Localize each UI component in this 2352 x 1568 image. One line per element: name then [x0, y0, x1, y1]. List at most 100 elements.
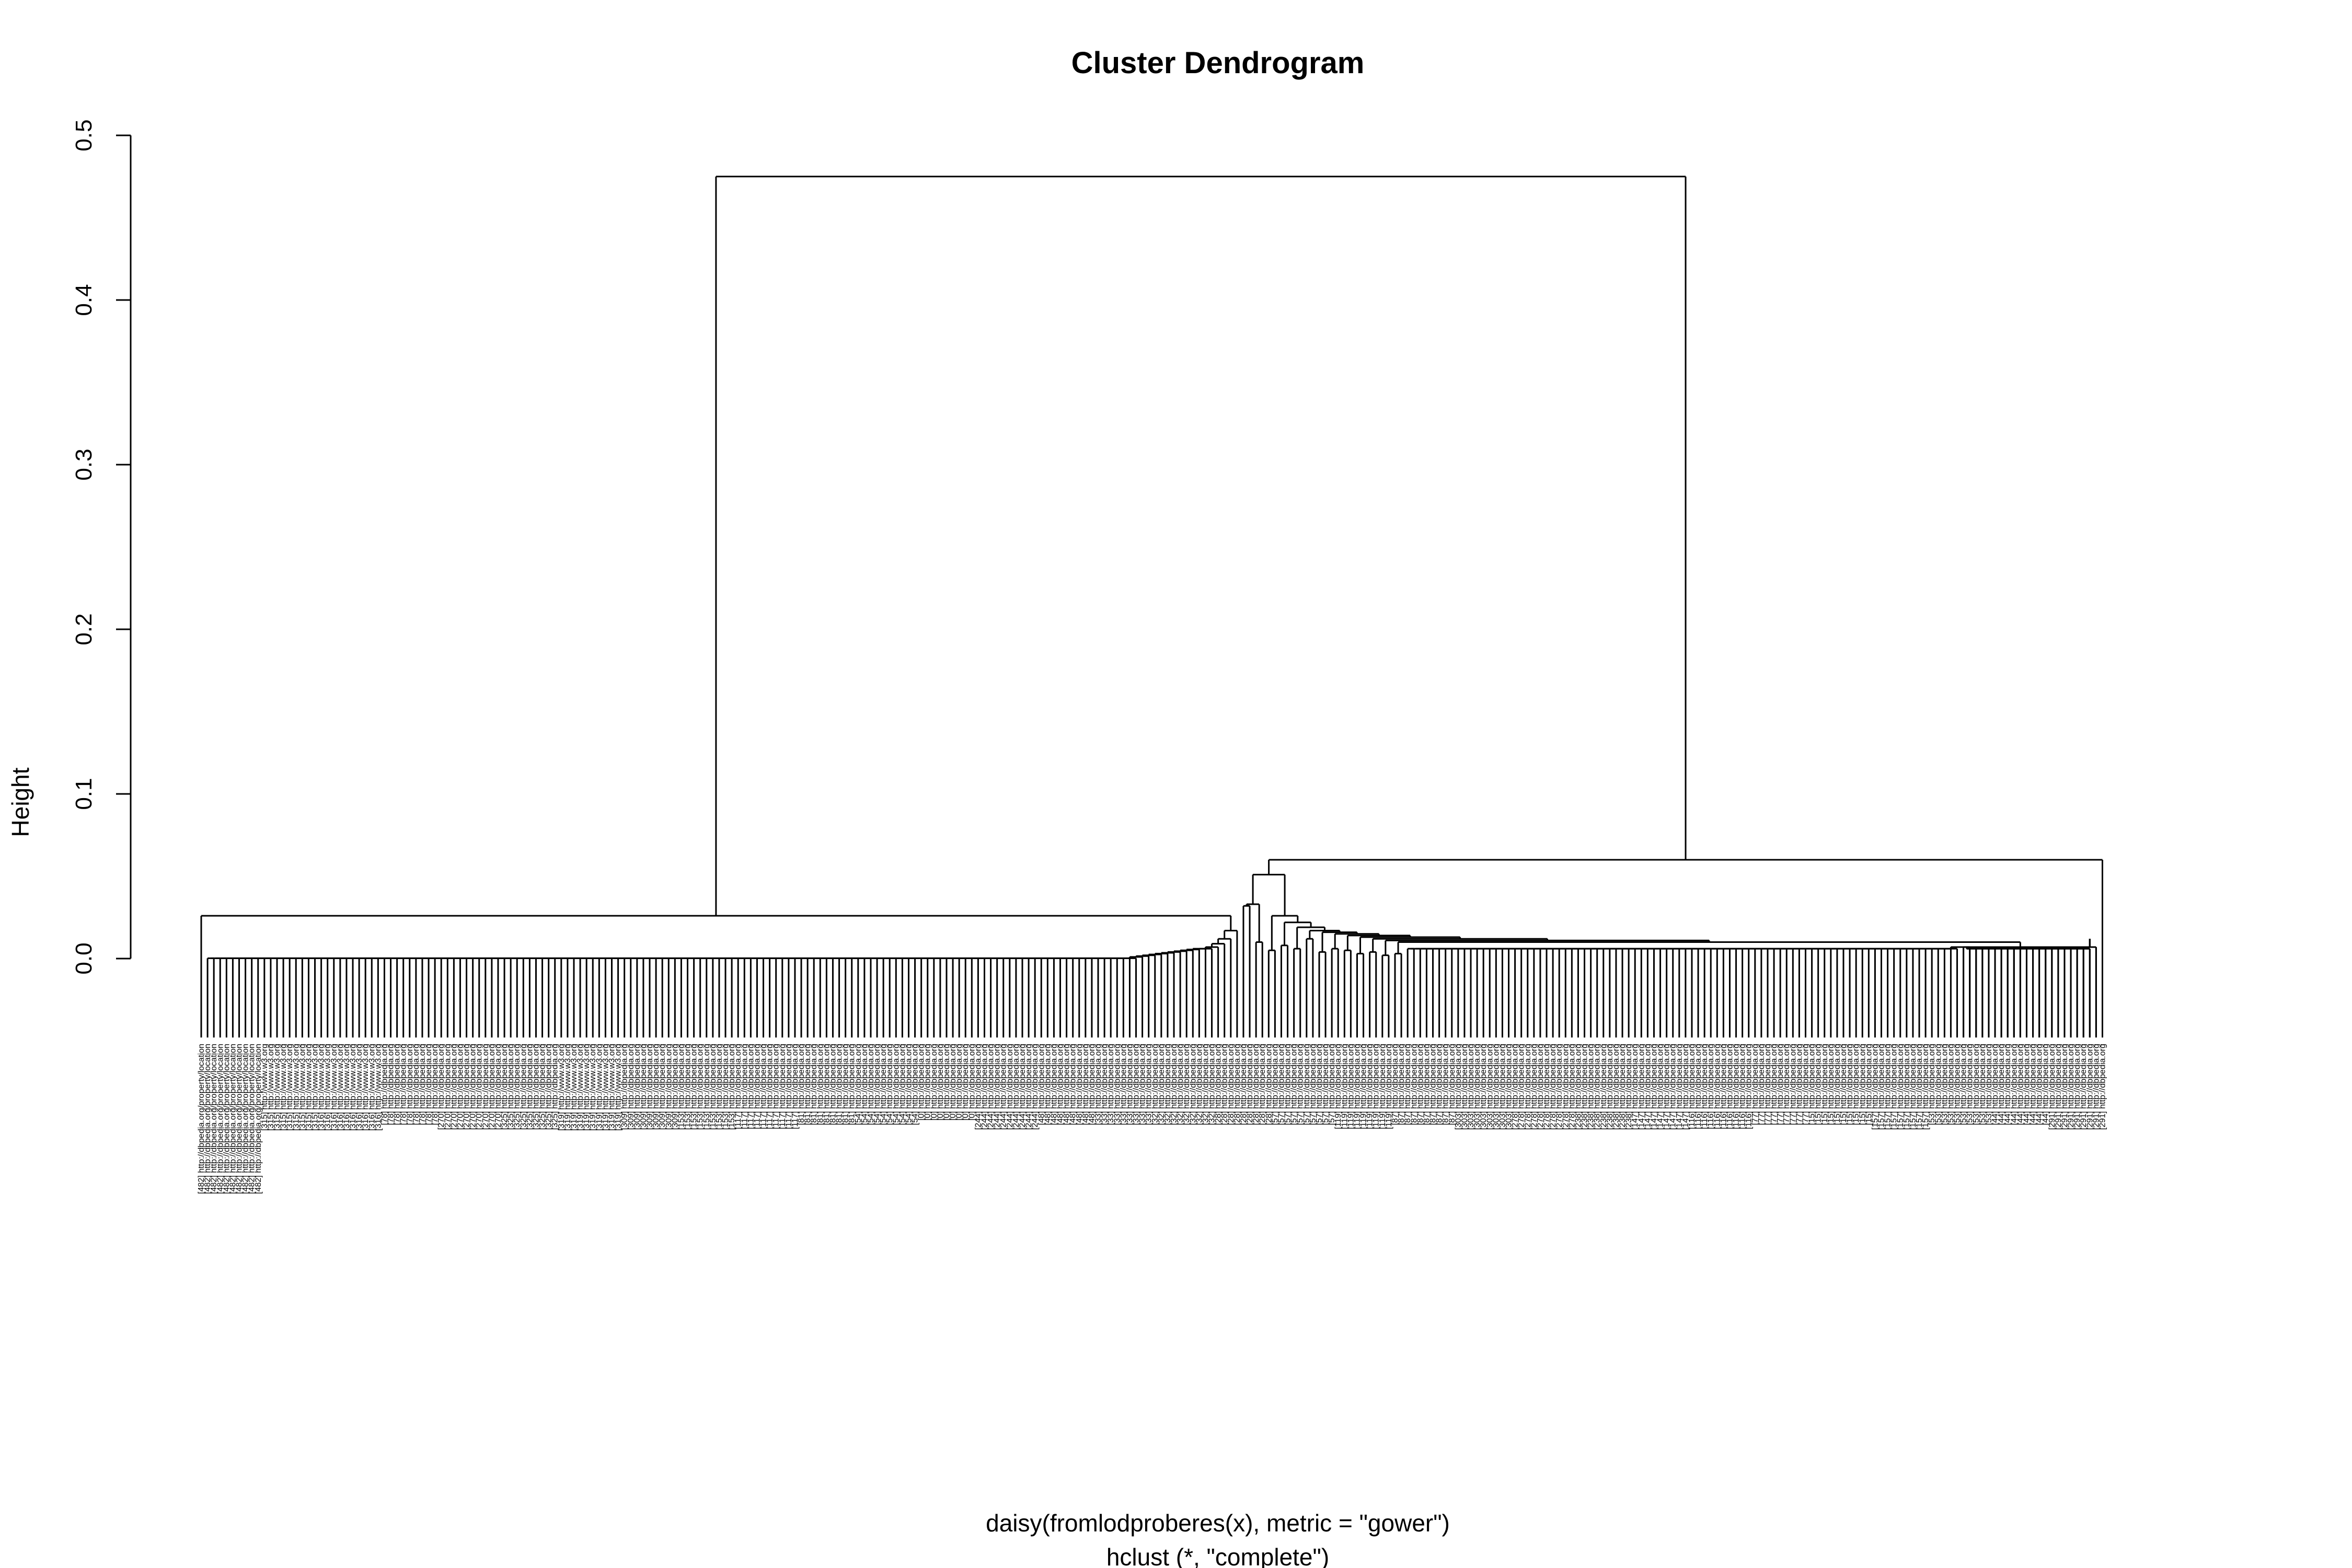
- leaf-label: [87] http://dbpedia.org: [1435, 1044, 1444, 1125]
- leaf-label: [270] http://dbpedia.org: [449, 1044, 458, 1130]
- leaf-label: [87] http://dbpedia.org: [1403, 1044, 1412, 1125]
- leaf-label: [147] http://dbpedia.org: [1637, 1044, 1646, 1130]
- leaf-label: [270] http://dbpedia.org: [481, 1044, 490, 1130]
- leaf-label: [57] http://dbpedia.org: [1290, 1044, 1299, 1125]
- leaf-label: [48] http://dbpedia.org: [1043, 1044, 1052, 1125]
- leaf-label: [87] http://dbpedia.org: [1416, 1044, 1425, 1125]
- leaf-label: [315] http://www.w3.org: [292, 1044, 301, 1131]
- leaf-label: [325] http://dbpedia.org: [500, 1044, 509, 1130]
- leaf-label: [32] http://dbpedia.org: [1157, 1044, 1166, 1125]
- leaf-label: [28] http://dbpedia.org: [1246, 1044, 1254, 1125]
- leaf-label: [57] http://dbpedia.org: [1309, 1044, 1318, 1125]
- leaf-label: [157] http://dbpedia.org: [1903, 1044, 1911, 1130]
- leaf-label: [319] http://www.w3.org: [601, 1044, 610, 1131]
- leaf-label: [309] http://dbpedia.org: [658, 1044, 667, 1130]
- leaf-label: [278] http://dbpedia.org: [1536, 1044, 1545, 1130]
- leaf-label: [57] http://dbpedia.org: [1277, 1044, 1286, 1125]
- leaf-label: [54] http://dbpedia.org: [854, 1044, 863, 1125]
- leaf-label: [278] http://dbpedia.org: [1511, 1044, 1520, 1130]
- leaf-label: [278] http://dbpedia.org: [1542, 1044, 1551, 1130]
- leaf-label: [116] http://dbpedia.org: [1719, 1044, 1728, 1129]
- leaf-label: [291] http://dbpedia.org: [2085, 1044, 2094, 1130]
- leaf-label: [54] http://dbpedia.org: [911, 1044, 920, 1125]
- y-tick-label: 0.5: [71, 119, 97, 151]
- leaf-label: [153] http://dbpedia.org: [715, 1044, 724, 1130]
- leaf-label: [119] http://dbpedia.org: [1334, 1044, 1343, 1129]
- leaf-label: [32] http://dbpedia.org: [1176, 1044, 1185, 1125]
- leaf-label: [116] http://dbpedia.org: [1688, 1044, 1697, 1129]
- leaf-label: [33] http://dbpedia.org: [1132, 1044, 1141, 1125]
- leaf-label: [147] http://dbpedia.org: [1643, 1044, 1652, 1130]
- leaf-label: [244] http://dbpedia.org: [980, 1044, 989, 1130]
- leaf-label: [117] http://dbpedia.org: [734, 1044, 743, 1129]
- y-tick-label: 0.0: [71, 942, 97, 974]
- leaf-label: [482] http://dbpedia.org/property/locati…: [222, 1044, 231, 1194]
- leaf-label: [57] http://dbpedia.org: [1315, 1044, 1324, 1125]
- leaf-label: [291] http://dbpedia.org: [2060, 1044, 2069, 1130]
- leaf-label: [77] http://dbpedia.org: [1763, 1044, 1772, 1125]
- y-tick-label: 0.4: [71, 284, 97, 316]
- leaf-label: [116] http://dbpedia.org: [1694, 1044, 1703, 1129]
- leaf-label: [238] http://dbpedia.org: [1593, 1044, 1602, 1130]
- leaf-label: [303] http://dbpedia.org: [1473, 1044, 1482, 1130]
- leaf-label: [28] http://dbpedia.org: [1227, 1044, 1236, 1125]
- leaf-label: [32] http://dbpedia.org: [1170, 1044, 1179, 1125]
- leaf-label: [28] http://dbpedia.org: [1239, 1044, 1248, 1125]
- leaf-label: [315] http://www.w3.org: [304, 1044, 313, 1131]
- leaf-label: [81] http://dbpedia.org: [835, 1044, 844, 1125]
- leaf-label: [77] http://dbpedia.org: [1776, 1044, 1785, 1125]
- leaf-label: [116] http://dbpedia.org: [1738, 1044, 1747, 1129]
- leaf-label: [15] http://dbpedia.org: [1833, 1044, 1842, 1125]
- leaf-label: [78] http://dbpedia.org: [418, 1044, 427, 1125]
- leaf-label: [48] http://dbpedia.org: [1063, 1044, 1071, 1125]
- leaf-label: [78] http://dbpedia.org: [412, 1044, 421, 1125]
- leaf-label: [244] http://dbpedia.org: [1012, 1044, 1021, 1130]
- leaf-label: [238] http://dbpedia.org: [1587, 1044, 1596, 1130]
- leaf-label: [117] http://dbpedia.org: [759, 1044, 768, 1129]
- leaf-label: [147] http://dbpedia.org: [1631, 1044, 1640, 1130]
- leaf-label: [15] http://dbpedia.org: [1852, 1044, 1861, 1125]
- leaf-label: [53] http://dbpedia.org: [1959, 1044, 1968, 1125]
- leaf-label: [238] http://dbpedia.org: [1581, 1044, 1589, 1130]
- leaf-label: [77] http://dbpedia.org: [1757, 1044, 1766, 1125]
- leaf-label: [315] http://www.w3.org: [267, 1044, 275, 1131]
- leaf-label: [319] http://www.w3.org: [589, 1044, 597, 1131]
- leaf-label: [53] http://dbpedia.org: [1978, 1044, 1987, 1125]
- leaf-label: [28] http://dbpedia.org: [1258, 1044, 1267, 1125]
- leaf-label: [153] http://dbpedia.org: [702, 1044, 711, 1130]
- leaf-label: [157] http://dbpedia.org: [1871, 1044, 1880, 1130]
- leaf-label: [48] http://dbpedia.org: [1075, 1044, 1084, 1125]
- leaf-label: [157] http://dbpedia.org: [1921, 1044, 1930, 1130]
- leaf-label: [482] http://dbpedia.org/property/locati…: [235, 1044, 244, 1194]
- leaf-label: [116] http://dbpedia.org: [1732, 1044, 1741, 1129]
- leaf-label: [309] http://dbpedia.org: [664, 1044, 673, 1130]
- leaf-label: [32] http://dbpedia.org: [1208, 1044, 1217, 1125]
- leaf-label: [157] http://dbpedia.org: [1915, 1044, 1924, 1130]
- leaf-label: [147] http://dbpedia.org: [1663, 1044, 1671, 1130]
- leaf-label: [0] http://dbpedia.org: [924, 1044, 932, 1121]
- leaf-label: [157] http://dbpedia.org: [1890, 1044, 1899, 1130]
- leaf-label: [482] http://dbpedia.org/property/locati…: [241, 1044, 250, 1194]
- leaf-label: [309] http://dbpedia.org: [620, 1044, 629, 1130]
- dendrogram-tree: [200, 176, 2103, 1037]
- leaf-label: [33] http://dbpedia.org: [1100, 1044, 1109, 1125]
- leaf-label: [117] http://dbpedia.org: [753, 1044, 762, 1129]
- leaf-label: [15] http://dbpedia.org: [1814, 1044, 1823, 1125]
- leaf-label: [53] http://dbpedia.org: [1985, 1044, 1993, 1125]
- leaf-label: [147] http://dbpedia.org: [1650, 1044, 1658, 1130]
- leaf-label: [278] http://dbpedia.org: [1524, 1044, 1532, 1130]
- x-axis-label: daisy(fromlodproberes(x), metric = "gowe…: [986, 1509, 1450, 1537]
- leaf-label: [319] http://www.w3.org: [563, 1044, 572, 1131]
- leaf-label: [48] http://dbpedia.org: [1037, 1044, 1046, 1125]
- leaf-label: [57] http://dbpedia.org: [1284, 1044, 1293, 1125]
- leaf-label: [303] http://dbpedia.org: [1467, 1044, 1475, 1130]
- leaf-label: [482] http://dbpedia.org/property/locati…: [210, 1044, 218, 1194]
- leaf-label: [53] http://dbpedia.org: [1966, 1044, 1975, 1125]
- leaf-label: [53] http://dbpedia.org: [1928, 1044, 1936, 1125]
- leaf-label: [291] http://dbpedia.org: [2079, 1044, 2088, 1130]
- leaf-label: [44] http://dbpedia.org: [2035, 1044, 2044, 1125]
- leaf-label: [28] http://dbpedia.org: [1252, 1044, 1261, 1125]
- leaf-label: [54] http://dbpedia.org: [898, 1044, 907, 1125]
- leaf-label: [0] http://dbpedia.org: [955, 1044, 964, 1121]
- leaf-label: [153] http://dbpedia.org: [690, 1044, 699, 1130]
